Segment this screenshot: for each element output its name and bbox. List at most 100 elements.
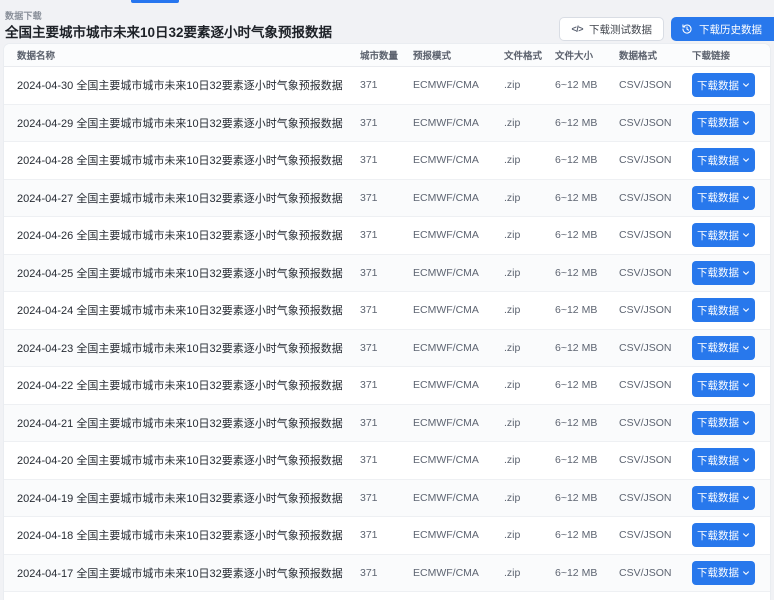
data-format-cell: CSV/JSON [619,229,672,242]
download-data-button[interactable]: 下载数据 [692,110,755,135]
download-data-label: 下载数据 [697,379,739,392]
table-row: 2024-04-18 全国主要城市城市未来10日32要素逐小时气象预报数据 37… [4,517,770,555]
chevron-down-icon [742,381,750,389]
file-format-cell: .zip [504,79,521,92]
col-header-file-size: 文件大小 [555,51,594,62]
col-header-data-name: 数据名称 [17,51,56,62]
city-count-cell: 371 [360,566,378,579]
active-tab-indicator [131,0,179,3]
forecast-model-cell: ECMWF/CMA [413,416,479,429]
history-clock-icon [681,23,693,35]
chevron-down-icon [742,306,750,314]
file-size-cell: 6~12 MB [555,491,598,504]
chevron-down-icon [742,456,750,464]
file-format-cell: .zip [504,529,521,542]
download-data-button[interactable]: 下载数据 [692,373,755,398]
dataset-name-cell: 2024-04-19 全国主要城市城市未来10日32要素逐小时气象预报数据 [17,492,343,505]
download-data-label: 下载数据 [697,192,739,205]
breadcrumb: 数据下载 [5,11,42,21]
forecast-model-cell: ECMWF/CMA [413,266,479,279]
table-row: 2024-04-25 全国主要城市城市未来10日32要素逐小时气象预报数据 37… [4,254,770,292]
download-data-button[interactable]: 下载数据 [692,335,755,360]
download-data-label: 下载数据 [697,529,739,542]
table-row: 2024-04-20 全国主要城市城市未来10日32要素逐小时气象预报数据 37… [4,442,770,480]
chevron-down-icon [742,569,750,577]
dataset-name-cell: 2024-04-30 全国主要城市城市未来10日32要素逐小时气象预报数据 [17,80,343,93]
data-format-cell: CSV/JSON [619,416,672,429]
table-header-row: 数据名称 城市数量 预报模式 文件格式 文件大小 数据格式 下载链接 [4,44,770,67]
table-row-partial [4,592,770,600]
download-data-label: 下载数据 [697,304,739,317]
file-format-cell: .zip [504,379,521,392]
file-size-cell: 6~12 MB [555,191,598,204]
file-size-cell: 6~12 MB [555,416,598,429]
data-format-cell: CSV/JSON [619,491,672,504]
download-data-label: 下载数据 [697,267,739,280]
download-data-button[interactable]: 下载数据 [692,148,755,173]
download-test-data-button[interactable]: </> 下载测试数据 [559,17,664,41]
city-count-cell: 371 [360,229,378,242]
download-data-button[interactable]: 下载数据 [692,223,755,248]
col-header-forecast-model: 预报模式 [413,51,452,62]
table-row: 2024-04-22 全国主要城市城市未来10日32要素逐小时气象预报数据 37… [4,367,770,405]
file-size-cell: 6~12 MB [555,266,598,279]
download-data-button[interactable]: 下载数据 [692,523,755,548]
toolbar: </> 下载测试数据 下载历史数据 [559,17,774,41]
forecast-model-cell: ECMWF/CMA [413,341,479,354]
table-row: 2024-04-26 全国主要城市城市未来10日32要素逐小时气象预报数据 37… [4,217,770,255]
file-format-cell: .zip [504,266,521,279]
download-data-button[interactable]: 下载数据 [692,73,755,98]
download-data-button[interactable]: 下载数据 [692,485,755,510]
dataset-name-cell: 2024-04-28 全国主要城市城市未来10日32要素逐小时气象预报数据 [17,155,343,168]
forecast-model-cell: ECMWF/CMA [413,379,479,392]
download-data-button[interactable]: 下载数据 [692,560,755,585]
download-data-button[interactable]: 下载数据 [692,185,755,210]
data-format-cell: CSV/JSON [619,454,672,467]
dataset-name-cell: 2024-04-22 全国主要城市城市未来10日32要素逐小时气象预报数据 [17,380,343,393]
download-data-button[interactable]: 下载数据 [692,260,755,285]
city-count-cell: 371 [360,379,378,392]
file-size-cell: 6~12 MB [555,79,598,92]
col-header-city-count: 城市数量 [360,51,399,62]
data-format-cell: CSV/JSON [619,304,672,317]
table-row: 2024-04-19 全国主要城市城市未来10日32要素逐小时气象预报数据 37… [4,479,770,517]
chevron-down-icon [742,269,750,277]
dataset-name-cell: 2024-04-29 全国主要城市城市未来10日32要素逐小时气象预报数据 [17,117,343,130]
file-size-cell: 6~12 MB [555,304,598,317]
file-size-cell: 6~12 MB [555,566,598,579]
city-count-cell: 371 [360,416,378,429]
city-count-cell: 371 [360,79,378,92]
data-format-cell: CSV/JSON [619,79,672,92]
forecast-model-cell: ECMWF/CMA [413,491,479,504]
dataset-name-cell: 2024-04-27 全国主要城市城市未来10日32要素逐小时气象预报数据 [17,192,343,205]
file-format-cell: .zip [504,154,521,167]
forecast-model-cell: ECMWF/CMA [413,529,479,542]
chevron-down-icon [742,119,750,127]
download-test-data-label: 下载测试数据 [589,23,652,36]
file-format-cell: .zip [504,229,521,242]
file-format-cell: .zip [504,566,521,579]
city-count-cell: 371 [360,529,378,542]
file-size-cell: 6~12 MB [555,116,598,129]
download-data-label: 下载数据 [697,417,739,430]
download-history-data-button[interactable]: 下载历史数据 [671,17,774,41]
download-data-label: 下载数据 [697,454,739,467]
forecast-model-cell: ECMWF/CMA [413,566,479,579]
file-size-cell: 6~12 MB [555,341,598,354]
data-format-cell: CSV/JSON [619,341,672,354]
table-row: 2024-04-24 全国主要城市城市未来10日32要素逐小时气象预报数据 37… [4,292,770,330]
col-header-file-format: 文件格式 [504,51,543,62]
chevron-down-icon [742,81,750,89]
download-data-label: 下载数据 [697,567,739,580]
download-data-button[interactable]: 下载数据 [692,298,755,323]
chevron-down-icon [742,531,750,539]
city-count-cell: 371 [360,491,378,504]
dataset-name-cell: 2024-04-24 全国主要城市城市未来10日32要素逐小时气象预报数据 [17,305,343,318]
file-format-cell: .zip [504,191,521,204]
download-data-button[interactable]: 下载数据 [692,410,755,435]
download-data-button[interactable]: 下载数据 [692,448,755,473]
download-data-label: 下载数据 [697,342,739,355]
data-format-cell: CSV/JSON [619,266,672,279]
city-count-cell: 371 [360,116,378,129]
col-header-download-link: 下载链接 [692,51,731,62]
